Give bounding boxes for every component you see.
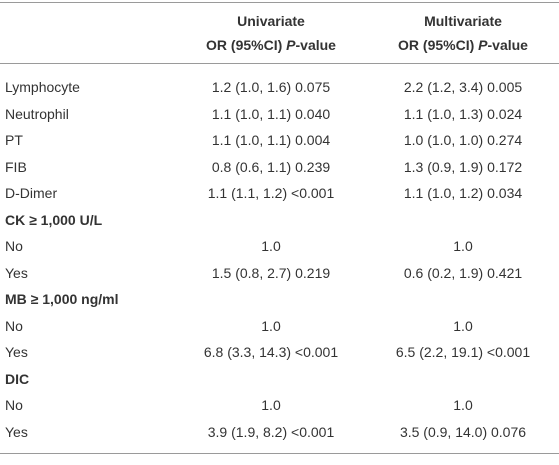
row-label: No [5, 238, 23, 255]
row-label: Yes [5, 264, 28, 281]
multivariate-cell: 1.3 (0.9, 1.9) 0.172 [403, 158, 523, 175]
sub-header: OR (95%CI) P-value [367, 33, 559, 64]
table-body: Lymphocyte 1.2 (1.0, 1.6) 0.075 2.2 (1.2, … [0, 64, 559, 454]
table-row: Yes 6.8 (3.3, 14.3) <0.001 6.5 (2.2, 19.1)… [0, 339, 559, 366]
univariate-cell: 1.2 (1.0, 1.6) 0.075 [211, 79, 331, 96]
table-row: Lymphocyte 1.2 (1.0, 1.6) 0.075 2.2 (1.2, … [0, 64, 559, 101]
univariate-cell: 3.9 (1.9, 8.2) <0.001 [207, 423, 335, 440]
row-label: No [5, 317, 23, 334]
row-label: FIB [5, 158, 27, 175]
table-row: PT 1.1 (1.0, 1.1) 0.004 1.0 (1.0, 1.0) 0.2… [0, 127, 559, 154]
univariate-cell: 1.1 (1.0, 1.1) 0.040 [211, 105, 331, 122]
p-label: P-value [286, 37, 336, 53]
multivariate-cell: 1.0 (1.0, 1.0) 0.274 [403, 132, 523, 149]
multivariate-cell: 1.0 [453, 238, 473, 255]
sub-header: OR (95%CI) P-value [175, 33, 367, 64]
univariate-cell: 1.0 [261, 238, 281, 255]
multivariate-cell: 0.6 (0.2, 1.9) 0.421 [403, 264, 523, 281]
empty-corner [0, 33, 175, 64]
table-row: MB ≥ 1,000 ng/ml [0, 286, 559, 313]
row-label: Yes [5, 344, 28, 361]
multivariate-cell: 1.1 (1.0, 1.3) 0.024 [403, 105, 523, 122]
table-row: No 1.0 1.0 [0, 392, 559, 419]
row-label: Yes [5, 423, 28, 440]
section-label: CK ≥ 1,000 U/L [5, 211, 103, 228]
univariate-cell: 6.8 (3.3, 14.3) <0.001 [203, 344, 339, 361]
table-row: No 1.0 1.0 [0, 313, 559, 340]
table-row: Neutrophil 1.1 (1.0, 1.1) 0.040 1.1 (1.0, … [0, 101, 559, 128]
section-label: MB ≥ 1,000 ng/ml [5, 291, 119, 308]
univariate-cell: 0.8 (0.6, 1.1) 0.239 [211, 158, 331, 175]
table-header: Univariate Multivariate OR (95%CI) P-val… [0, 2, 559, 64]
table-row: Yes 3.9 (1.9, 8.2) <0.001 3.5 (0.9, 14.0) … [0, 419, 559, 454]
multivariate-cell: 1.1 (1.0, 1.2) 0.034 [403, 185, 523, 202]
univariate-cell: 1.5 (0.8, 2.7) 0.219 [211, 264, 331, 281]
row-label: No [5, 397, 23, 414]
or-label: OR (95%CI) [398, 37, 475, 53]
table-row: CK ≥ 1,000 U/L [0, 207, 559, 234]
univariate-cell: 1.1 (1.1, 1.2) <0.001 [207, 185, 335, 202]
group-header: Multivariate [424, 13, 502, 29]
univariate-cell: 1.0 [261, 397, 281, 414]
table-row: DIC [0, 366, 559, 393]
table-row: FIB 0.8 (0.6, 1.1) 0.239 1.3 (0.9, 1.9) 0.… [0, 154, 559, 181]
p-label: P-value [478, 37, 528, 53]
group-header: Univariate [237, 13, 305, 29]
row-label: Neutrophil [5, 105, 69, 122]
row-label: PT [5, 132, 23, 149]
multivariate-cell: 2.2 (1.2, 3.4) 0.005 [403, 79, 523, 96]
results-table: Univariate Multivariate OR (95%CI) P-val… [0, 2, 559, 454]
multivariate-cell: 1.0 [453, 397, 473, 414]
group-row: Univariate Multivariate [0, 3, 559, 34]
table-row: No 1.0 1.0 [0, 233, 559, 260]
section-label: DIC [5, 370, 30, 387]
row-label: Lymphocyte [5, 79, 80, 96]
univariate-cell: 1.0 [261, 317, 281, 334]
row-label: D-Dimer [5, 185, 58, 202]
or-label: OR (95%CI) [206, 37, 283, 53]
univariate-cell: 1.1 (1.0, 1.1) 0.004 [211, 132, 331, 149]
table-row: Yes 1.5 (0.8, 2.7) 0.219 0.6 (0.2, 1.9) 0.… [0, 260, 559, 287]
multivariate-cell: 3.5 (0.9, 14.0) 0.076 [399, 423, 527, 440]
table-row: D-Dimer 1.1 (1.1, 1.2) <0.001 1.1 (1.0, 1.… [0, 180, 559, 207]
sub-row: OR (95%CI) P-value OR (95%CI) P-value [0, 33, 559, 64]
multivariate-cell: 6.5 (2.2, 19.1) <0.001 [395, 344, 531, 361]
empty-corner [0, 3, 175, 34]
multivariate-cell: 1.0 [453, 317, 473, 334]
